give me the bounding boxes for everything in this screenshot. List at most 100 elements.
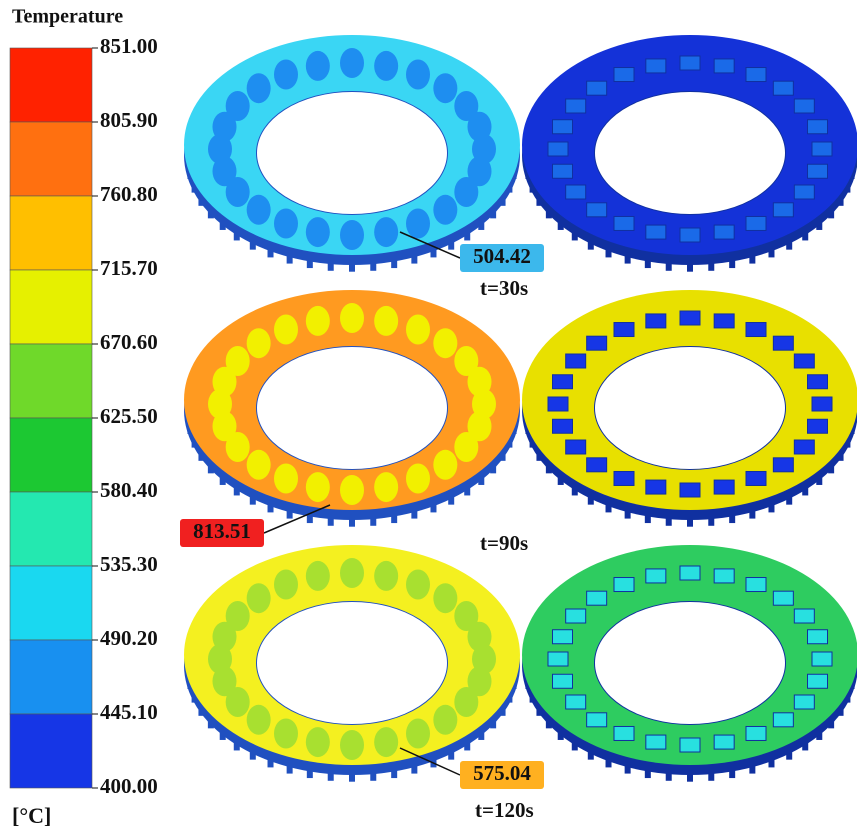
ring-hole xyxy=(257,347,447,469)
probe-value: 813.51 xyxy=(193,519,251,543)
fin-block xyxy=(808,375,828,389)
hot-spot xyxy=(247,583,271,613)
fin-block xyxy=(587,203,607,217)
fin-block xyxy=(746,471,766,485)
hot-spot xyxy=(274,60,298,90)
fin-block xyxy=(680,566,700,580)
fin-block xyxy=(794,354,814,368)
ring-hole xyxy=(257,602,447,724)
fin-block xyxy=(808,630,828,644)
hot-spot xyxy=(454,432,478,462)
fin-block xyxy=(773,591,793,605)
fin-block xyxy=(680,483,700,497)
fin-block xyxy=(812,397,832,411)
fin-block xyxy=(714,59,734,73)
tick-label: 670.60 xyxy=(100,330,158,354)
ring-hole xyxy=(595,347,785,469)
fin-block xyxy=(773,336,793,350)
fin-block xyxy=(614,578,634,592)
fin-block xyxy=(548,142,568,156)
fin-block xyxy=(773,81,793,95)
hot-spot xyxy=(433,328,457,358)
fin-block xyxy=(552,630,572,644)
hot-spot xyxy=(226,346,250,376)
hot-spot xyxy=(274,570,298,600)
hot-spot xyxy=(274,208,298,238)
colorbar-title: Temperature xyxy=(12,6,123,28)
fin-block xyxy=(794,609,814,623)
fin-block xyxy=(746,323,766,337)
fin-block xyxy=(808,164,828,178)
hot-spot xyxy=(406,315,430,345)
hot-spot xyxy=(306,727,330,757)
ring-hole xyxy=(595,602,785,724)
fin-block xyxy=(646,480,666,494)
colorbar-unit: [°C] xyxy=(12,803,51,828)
fin-block xyxy=(773,713,793,727)
hot-spot xyxy=(340,558,364,588)
hot-spot xyxy=(374,561,398,591)
fin-block xyxy=(566,354,586,368)
fin-block xyxy=(808,419,828,433)
fin-block xyxy=(746,68,766,82)
fin-block xyxy=(680,228,700,242)
hot-spot xyxy=(454,177,478,207)
hot-spot xyxy=(433,583,457,613)
ring xyxy=(522,545,857,782)
fin-block xyxy=(614,216,634,230)
hot-spot xyxy=(406,208,430,238)
hot-spot xyxy=(406,570,430,600)
fin-block xyxy=(614,68,634,82)
hot-spot xyxy=(247,195,271,225)
tick-label: 580.40 xyxy=(100,478,158,502)
hot-spot xyxy=(274,315,298,345)
hot-spot xyxy=(340,303,364,333)
hot-spot xyxy=(374,217,398,247)
fin-block xyxy=(552,419,572,433)
fin-block xyxy=(773,458,793,472)
hot-spot xyxy=(247,450,271,480)
colorbar-band xyxy=(10,122,92,196)
time-label: t=30s xyxy=(480,276,528,300)
colorbar-band xyxy=(10,566,92,640)
hot-spot xyxy=(306,561,330,591)
figure: Temperature [°C] 851.00805.90760.80715.7… xyxy=(0,0,857,834)
hot-spot xyxy=(247,328,271,358)
fin-block xyxy=(808,120,828,134)
tick-label: 535.30 xyxy=(100,552,158,576)
fin-block xyxy=(680,56,700,70)
fin-block xyxy=(566,695,586,709)
ring-hole xyxy=(595,92,785,214)
fin-block xyxy=(714,480,734,494)
hot-spot xyxy=(468,622,492,652)
hot-spot xyxy=(468,367,492,397)
hot-spot xyxy=(306,306,330,336)
ring xyxy=(184,545,520,782)
fin-block xyxy=(614,726,634,740)
fin-block xyxy=(646,314,666,328)
fin-block xyxy=(548,652,568,666)
hot-spot xyxy=(226,601,250,631)
fin-block xyxy=(614,471,634,485)
hot-spot xyxy=(340,475,364,505)
fin-block xyxy=(587,591,607,605)
hot-spot xyxy=(306,51,330,81)
probe-value: 575.04 xyxy=(473,761,531,785)
tick-label: 400.00 xyxy=(100,774,158,798)
time-label: t=90s xyxy=(480,531,528,555)
fin-block xyxy=(566,440,586,454)
fin-block xyxy=(552,164,572,178)
probe-value: 504.42 xyxy=(473,244,531,268)
fin-block xyxy=(552,375,572,389)
fin-block xyxy=(646,735,666,749)
ring-hole xyxy=(257,92,447,214)
colorbar-band xyxy=(10,48,92,122)
hot-spot xyxy=(274,718,298,748)
fin-block xyxy=(566,609,586,623)
hot-spot xyxy=(374,472,398,502)
hot-spot xyxy=(374,51,398,81)
tick-label: 625.50 xyxy=(100,404,158,428)
colorbar-band xyxy=(10,492,92,566)
fin-block xyxy=(714,735,734,749)
hot-spot xyxy=(433,73,457,103)
